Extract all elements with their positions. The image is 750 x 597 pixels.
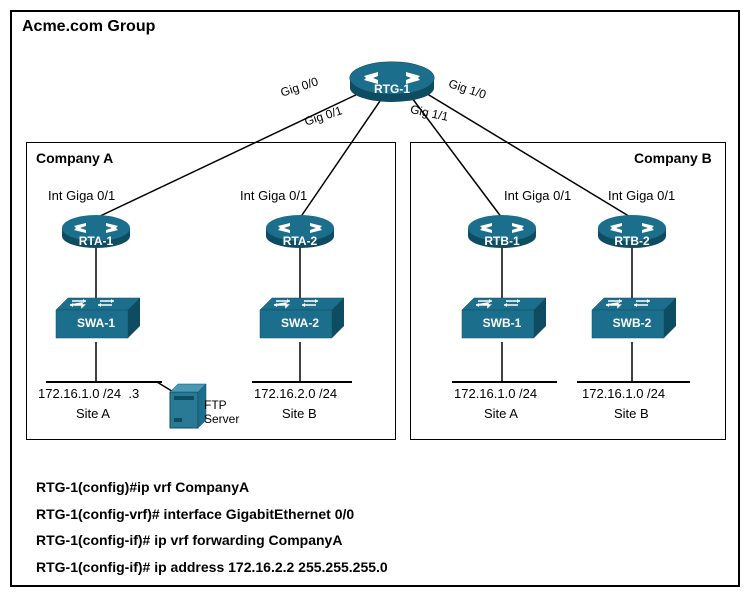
subnet-a2: 172.16.2.0 /24 <box>254 386 337 401</box>
rta1-label: RTA-1 <box>61 234 131 248</box>
rtg1-label: RTG-1 <box>357 82 427 96</box>
site-b2: Site B <box>614 406 649 421</box>
subnet-a1-net: 172.16.1.0 /24 <box>38 386 121 401</box>
site-a1: Site A <box>76 406 110 421</box>
rta1-int: Int Giga 0/1 <box>48 188 115 203</box>
subnet-a1-extra: .3 <box>128 386 139 401</box>
ftp-label: FTP Server <box>204 398 239 427</box>
rtb2-label: RTB-2 <box>597 234 667 248</box>
rtb1-label: RTB-1 <box>467 234 537 248</box>
site-a2: Site B <box>282 406 317 421</box>
ftp-line2: Server <box>204 412 239 426</box>
site-b1: Site A <box>484 406 518 421</box>
swb2-label: SWB-2 <box>597 316 667 330</box>
subnet-b2: 172.16.1.0 /24 <box>582 386 665 401</box>
rtb2-int: Int Giga 0/1 <box>608 188 675 203</box>
swb1-label: SWB-1 <box>467 316 537 330</box>
ftp-line1: FTP <box>204 398 227 412</box>
config-l2: RTG-1(config-vrf)# interface GigabitEthe… <box>36 501 388 528</box>
rta2-int: Int Giga 0/1 <box>240 188 307 203</box>
swa1-label: SWA-1 <box>61 316 131 330</box>
rtb1-int: Int Giga 0/1 <box>504 188 571 203</box>
config-l3: RTG-1(config-if)# ip vrf forwarding Comp… <box>36 527 388 554</box>
config-block: RTG-1(config)#ip vrf CompanyA RTG-1(conf… <box>36 474 388 580</box>
config-l4: RTG-1(config-if)# ip address 172.16.2.2 … <box>36 554 388 581</box>
swa2-label: SWA-2 <box>265 316 335 330</box>
subnet-b1: 172.16.1.0 /24 <box>454 386 537 401</box>
config-l1: RTG-1(config)#ip vrf CompanyA <box>36 474 388 501</box>
rta2-label: RTA-2 <box>265 234 335 248</box>
diagram-container: Acme.com Group Company A Company B <box>10 10 740 587</box>
subnet-a1: 172.16.1.0 /24 .3 <box>38 386 139 401</box>
